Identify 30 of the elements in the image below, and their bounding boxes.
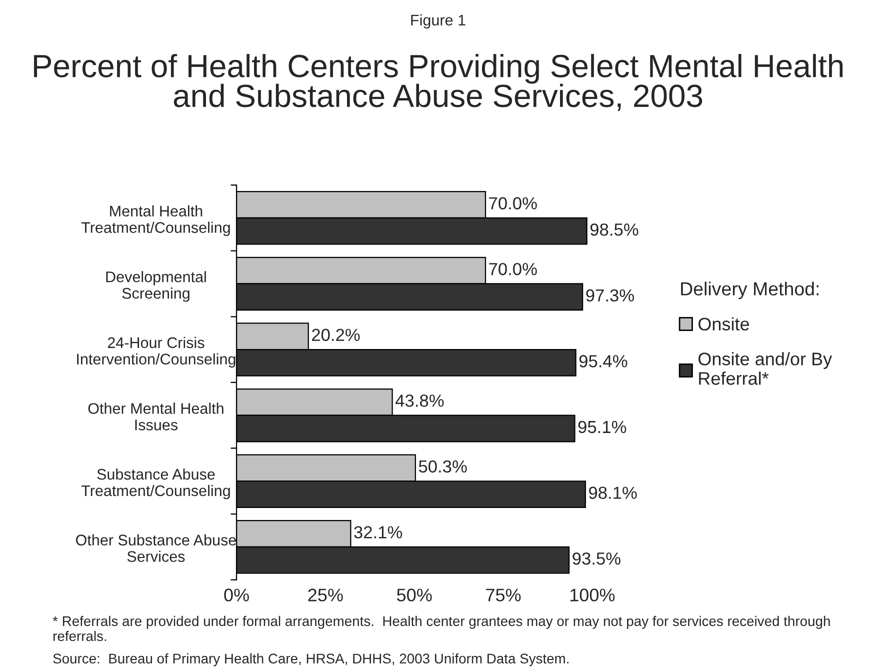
y-tick-label: Developmental Screening	[106, 271, 206, 302]
data-label: 70.0%	[489, 197, 537, 210]
data-label: 95.1%	[578, 420, 626, 434]
data-label: 97.3%	[586, 289, 634, 302]
legend-title: Delivery Method:	[681, 282, 819, 300]
data-label: 98.1%	[589, 486, 637, 499]
data-label: 20.2%	[312, 328, 360, 342]
data-label: 32.1%	[354, 526, 402, 538]
x-tick-label: 0%	[224, 588, 249, 602]
y-tick-label: Other Substance Abuse Services	[76, 534, 236, 562]
x-tick-label: 100%	[570, 588, 615, 602]
data-label: 95.4%	[579, 355, 628, 368]
y-tick-label: Other Mental Health Issues	[88, 402, 224, 430]
data-label: 98.5%	[590, 223, 638, 236]
data-label: 70.0%	[489, 262, 537, 276]
x-tick-label: 75%	[486, 588, 521, 602]
chart-title: Percent of Health Centers Providing Select Mental Health and Substance Abuse Services, 2003	[34, 54, 843, 111]
text: * Referrals are provided under formal arrangements. Health center grantees may or may not pay for services received through referrals.	[52, 616, 830, 642]
x-tick-label: 25%	[308, 588, 343, 602]
data-label: 50.3%	[418, 460, 467, 473]
y-tick-label: 24-Hour Crisis Intervention/Counseling	[77, 336, 236, 368]
source-note: Source: Bureau of Primary Health Care, HRSA, DHHS, 2003 Uniform Data System.	[53, 653, 568, 666]
legend-label: Onsite and/or By Referral*	[698, 352, 832, 385]
y-tick-label: Substance Abuse Treatment/Counseling	[81, 468, 230, 500]
y-tick-label: Mental Health Treatment/Counseling	[81, 205, 230, 236]
data-label: 93.5%	[572, 552, 620, 565]
data-label: 43.8%	[395, 394, 444, 407]
x-tick-label: 50%	[397, 588, 432, 602]
chart-subtitle: Figure 1	[411, 14, 466, 29]
legend-label: Onsite	[698, 317, 749, 330]
